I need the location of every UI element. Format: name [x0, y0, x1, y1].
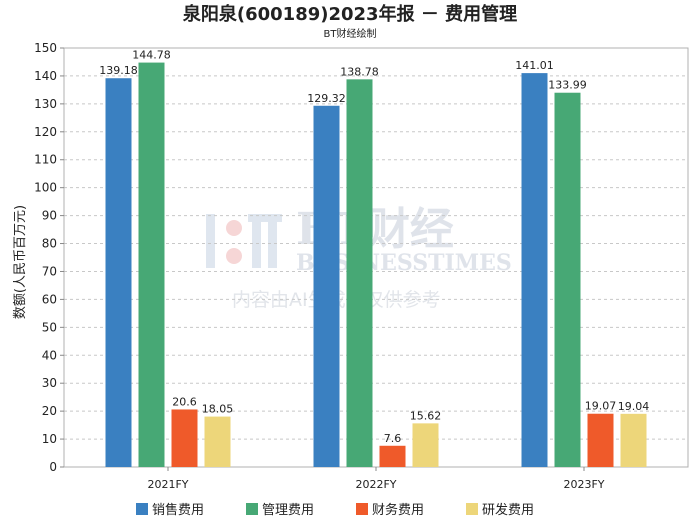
bar — [554, 92, 581, 468]
y-tick-label: 20 — [42, 404, 57, 418]
y-tick-label: 80 — [42, 237, 57, 251]
bar — [313, 105, 340, 467]
bar — [620, 413, 647, 467]
y-tick-label: 0 — [49, 460, 57, 474]
bar — [379, 445, 406, 467]
legend-swatch — [246, 503, 258, 515]
y-tick-label: 140 — [34, 69, 57, 83]
data-label: 7.6 — [384, 432, 402, 445]
bar — [105, 78, 132, 467]
legend-item-label: 研发费用 — [482, 502, 534, 518]
y-tick-label: 90 — [42, 209, 57, 223]
legend-item-label: 销售费用 — [152, 502, 204, 518]
y-tick-label: 30 — [42, 376, 57, 390]
y-tick-label: 130 — [34, 97, 57, 111]
watermark-logo-icon — [206, 214, 282, 268]
y-tick-label: 40 — [42, 348, 57, 362]
y-tick-label: 70 — [42, 264, 57, 278]
bar — [171, 409, 198, 467]
legend-swatch — [136, 503, 148, 515]
data-label: 144.78 — [132, 49, 171, 62]
bar — [346, 79, 373, 468]
data-label: 15.62 — [410, 409, 442, 422]
data-label: 138.78 — [340, 65, 379, 78]
bar — [204, 416, 231, 467]
data-label: 20.6 — [172, 395, 197, 408]
data-label: 129.32 — [307, 92, 346, 105]
legend-item-label: 管理费用 — [262, 503, 314, 518]
y-tick-label: 120 — [34, 125, 57, 139]
y-tick-label: 100 — [34, 181, 57, 195]
data-label: 18.05 — [202, 403, 234, 416]
bar — [412, 423, 439, 467]
bar — [138, 62, 165, 467]
chart-subtitle: BT财经绘制 — [324, 27, 377, 40]
data-labels: 139.18 144.78 20.6 18.05 129.32 138.78 7.6 15.6… — [99, 49, 649, 445]
y-axis-label: 数额(人民币百万元) — [13, 205, 28, 319]
grid-lines — [64, 75, 688, 440]
legend-swatch — [356, 503, 368, 515]
data-label: 19.07 — [585, 400, 617, 413]
y-tick-label: 150 — [34, 41, 57, 55]
y-tick-label: 110 — [34, 153, 57, 167]
x-tick-label: 2023FY — [563, 478, 604, 491]
legend: 销售费用 管理费用 财务费用 研发费用 — [136, 502, 534, 518]
data-label: 141.01 — [515, 59, 554, 72]
bars — [105, 62, 647, 468]
y-tick-label: 60 — [42, 292, 57, 306]
x-tick-label: 2021FY — [147, 478, 188, 491]
legend-item-label: 财务费用 — [372, 502, 424, 518]
data-label: 19.04 — [618, 400, 650, 413]
x-tick-label: 2022FY — [355, 478, 396, 491]
chart-title: 泉阳泉(600189)2023年报 － 费用管理 — [183, 3, 517, 25]
legend-swatch — [466, 503, 478, 515]
bar — [521, 73, 548, 468]
axes: 0 10 20 30 40 50 60 70 80 90 100 110 120 130 140 150 202… — [34, 41, 689, 491]
data-label: 139.18 — [99, 64, 138, 77]
y-tick-label: 10 — [42, 432, 57, 446]
y-tick-label: 50 — [42, 320, 57, 334]
data-label: 133.99 — [548, 79, 587, 92]
bar — [587, 413, 614, 467]
